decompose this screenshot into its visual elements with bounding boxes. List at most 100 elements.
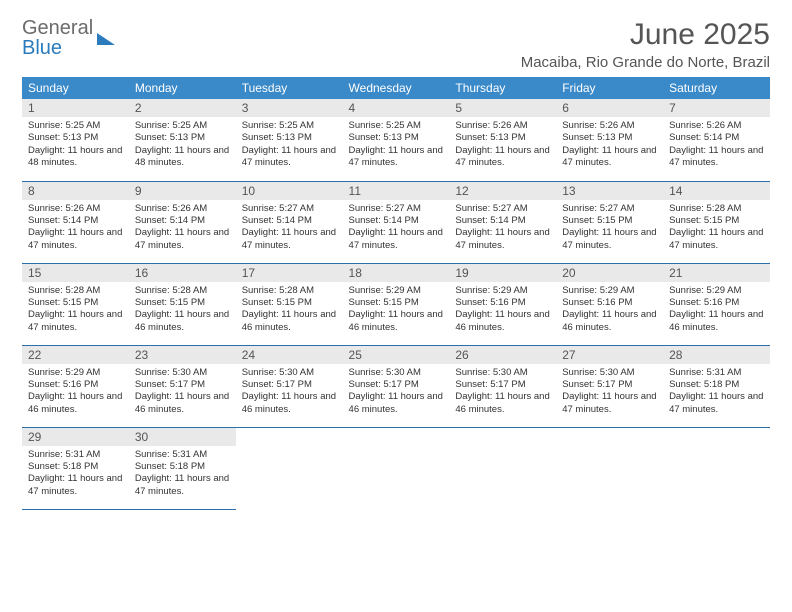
daylight-line: Daylight: 11 hours and 47 minutes.: [669, 391, 764, 416]
sunset-line: Sunset: 5:13 PM: [242, 132, 337, 144]
calendar-cell: 3Sunrise: 5:25 AMSunset: 5:13 PMDaylight…: [236, 99, 343, 181]
daylight-line: Daylight: 11 hours and 46 minutes.: [349, 309, 444, 334]
logo-part1: General: [22, 17, 93, 39]
sunset-line: Sunset: 5:15 PM: [28, 297, 123, 309]
sunset-line: Sunset: 5:13 PM: [135, 132, 230, 144]
day-number: 26: [449, 346, 556, 364]
calendar-cell: 5Sunrise: 5:26 AMSunset: 5:13 PMDaylight…: [449, 99, 556, 181]
calendar-cell: 10Sunrise: 5:27 AMSunset: 5:14 PMDayligh…: [236, 181, 343, 263]
calendar-cell: 22Sunrise: 5:29 AMSunset: 5:16 PMDayligh…: [22, 345, 129, 427]
location-text: Macaiba, Rio Grande do Norte, Brazil: [521, 54, 770, 71]
sunrise-line: Sunrise: 5:25 AM: [349, 120, 444, 132]
day-details: Sunrise: 5:29 AMSunset: 5:16 PMDaylight:…: [663, 282, 770, 338]
daylight-line: Daylight: 11 hours and 47 minutes.: [455, 145, 550, 170]
day-details: Sunrise: 5:29 AMSunset: 5:16 PMDaylight:…: [449, 282, 556, 338]
day-details: Sunrise: 5:30 AMSunset: 5:17 PMDaylight:…: [236, 364, 343, 420]
weekday-header: Monday: [129, 77, 236, 99]
day-details: Sunrise: 5:25 AMSunset: 5:13 PMDaylight:…: [129, 117, 236, 173]
calendar-header-row: SundayMondayTuesdayWednesdayThursdayFrid…: [22, 77, 770, 99]
sunset-line: Sunset: 5:17 PM: [455, 379, 550, 391]
sunrise-line: Sunrise: 5:25 AM: [135, 120, 230, 132]
day-details: Sunrise: 5:28 AMSunset: 5:15 PMDaylight:…: [236, 282, 343, 338]
sunrise-line: Sunrise: 5:30 AM: [349, 367, 444, 379]
calendar-cell: 26Sunrise: 5:30 AMSunset: 5:17 PMDayligh…: [449, 345, 556, 427]
daylight-line: Daylight: 11 hours and 47 minutes.: [562, 145, 657, 170]
daylight-line: Daylight: 11 hours and 46 minutes.: [135, 309, 230, 334]
daylight-line: Daylight: 11 hours and 46 minutes.: [562, 309, 657, 334]
sunrise-line: Sunrise: 5:31 AM: [28, 449, 123, 461]
sunset-line: Sunset: 5:14 PM: [455, 215, 550, 227]
daylight-line: Daylight: 11 hours and 46 minutes.: [669, 309, 764, 334]
calendar-cell: 2Sunrise: 5:25 AMSunset: 5:13 PMDaylight…: [129, 99, 236, 181]
day-number: 3: [236, 99, 343, 117]
sunrise-line: Sunrise: 5:28 AM: [242, 285, 337, 297]
sunrise-line: Sunrise: 5:27 AM: [455, 203, 550, 215]
daylight-line: Daylight: 11 hours and 46 minutes.: [242, 391, 337, 416]
day-number: 21: [663, 264, 770, 282]
calendar-cell: 28Sunrise: 5:31 AMSunset: 5:18 PMDayligh…: [663, 345, 770, 427]
sunrise-line: Sunrise: 5:30 AM: [562, 367, 657, 379]
calendar-cell: 23Sunrise: 5:30 AMSunset: 5:17 PMDayligh…: [129, 345, 236, 427]
daylight-line: Daylight: 11 hours and 46 minutes.: [242, 309, 337, 334]
sunrise-line: Sunrise: 5:29 AM: [349, 285, 444, 297]
day-number: 14: [663, 182, 770, 200]
page-header: General Blue June 2025 Macaiba, Rio Gran…: [22, 18, 770, 71]
calendar-row: 29Sunrise: 5:31 AMSunset: 5:18 PMDayligh…: [22, 427, 770, 509]
day-details: Sunrise: 5:29 AMSunset: 5:16 PMDaylight:…: [22, 364, 129, 420]
sunrise-line: Sunrise: 5:25 AM: [242, 120, 337, 132]
calendar-cell: 18Sunrise: 5:29 AMSunset: 5:15 PMDayligh…: [343, 263, 450, 345]
sunset-line: Sunset: 5:13 PM: [28, 132, 123, 144]
calendar-body: 1Sunrise: 5:25 AMSunset: 5:13 PMDaylight…: [22, 99, 770, 509]
sunrise-line: Sunrise: 5:30 AM: [242, 367, 337, 379]
sunset-line: Sunset: 5:14 PM: [669, 132, 764, 144]
sunset-line: Sunset: 5:17 PM: [135, 379, 230, 391]
sunrise-line: Sunrise: 5:29 AM: [562, 285, 657, 297]
sunrise-line: Sunrise: 5:26 AM: [455, 120, 550, 132]
day-number: 27: [556, 346, 663, 364]
calendar-cell: 7Sunrise: 5:26 AMSunset: 5:14 PMDaylight…: [663, 99, 770, 181]
day-number: 15: [22, 264, 129, 282]
weekday-header: Tuesday: [236, 77, 343, 99]
calendar-cell: 19Sunrise: 5:29 AMSunset: 5:16 PMDayligh…: [449, 263, 556, 345]
weekday-header: Sunday: [22, 77, 129, 99]
daylight-line: Daylight: 11 hours and 47 minutes.: [669, 145, 764, 170]
sunset-line: Sunset: 5:16 PM: [28, 379, 123, 391]
calendar-cell: 27Sunrise: 5:30 AMSunset: 5:17 PMDayligh…: [556, 345, 663, 427]
daylight-line: Daylight: 11 hours and 47 minutes.: [455, 227, 550, 252]
day-number: 12: [449, 182, 556, 200]
sunrise-line: Sunrise: 5:28 AM: [135, 285, 230, 297]
day-details: Sunrise: 5:26 AMSunset: 5:13 PMDaylight:…: [556, 117, 663, 173]
daylight-line: Daylight: 11 hours and 47 minutes.: [562, 391, 657, 416]
daylight-line: Daylight: 11 hours and 47 minutes.: [28, 309, 123, 334]
day-number: 23: [129, 346, 236, 364]
day-number: 1: [22, 99, 129, 117]
sunrise-line: Sunrise: 5:27 AM: [349, 203, 444, 215]
sunset-line: Sunset: 5:13 PM: [349, 132, 444, 144]
day-number: 11: [343, 182, 450, 200]
day-details: Sunrise: 5:27 AMSunset: 5:15 PMDaylight:…: [556, 200, 663, 256]
day-number: 2: [129, 99, 236, 117]
daylight-line: Daylight: 11 hours and 47 minutes.: [135, 227, 230, 252]
calendar-cell: 17Sunrise: 5:28 AMSunset: 5:15 PMDayligh…: [236, 263, 343, 345]
day-details: Sunrise: 5:29 AMSunset: 5:16 PMDaylight:…: [556, 282, 663, 338]
calendar-cell: 24Sunrise: 5:30 AMSunset: 5:17 PMDayligh…: [236, 345, 343, 427]
logo-triangle-icon: [97, 33, 115, 45]
daylight-line: Daylight: 11 hours and 46 minutes.: [349, 391, 444, 416]
day-number: 18: [343, 264, 450, 282]
sunrise-line: Sunrise: 5:31 AM: [669, 367, 764, 379]
sunrise-line: Sunrise: 5:29 AM: [455, 285, 550, 297]
sunrise-line: Sunrise: 5:29 AM: [28, 367, 123, 379]
day-number: 24: [236, 346, 343, 364]
calendar-cell: [343, 427, 450, 509]
day-details: Sunrise: 5:25 AMSunset: 5:13 PMDaylight:…: [22, 117, 129, 173]
day-details: Sunrise: 5:30 AMSunset: 5:17 PMDaylight:…: [556, 364, 663, 420]
month-title: June 2025: [521, 18, 770, 52]
daylight-line: Daylight: 11 hours and 47 minutes.: [242, 227, 337, 252]
day-number: 20: [556, 264, 663, 282]
sunrise-line: Sunrise: 5:27 AM: [562, 203, 657, 215]
day-number: 13: [556, 182, 663, 200]
day-number: 16: [129, 264, 236, 282]
day-number: 10: [236, 182, 343, 200]
day-details: Sunrise: 5:27 AMSunset: 5:14 PMDaylight:…: [343, 200, 450, 256]
day-details: Sunrise: 5:30 AMSunset: 5:17 PMDaylight:…: [129, 364, 236, 420]
